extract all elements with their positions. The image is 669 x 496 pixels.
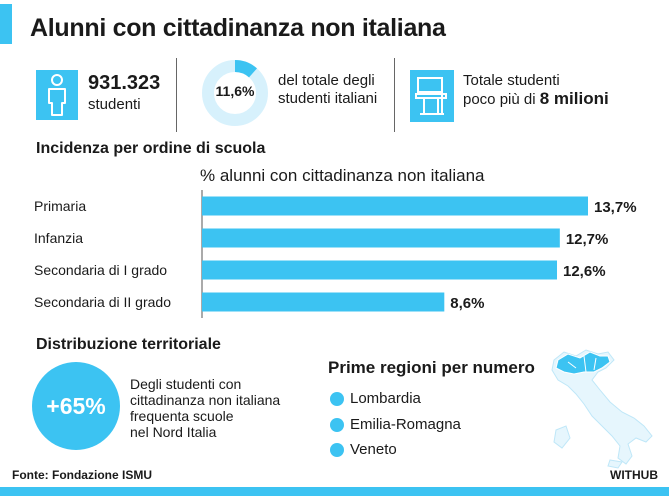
total-line: poco più di 8 milioni (463, 90, 609, 109)
regions-title: Prime regioni per numero (328, 358, 535, 377)
region-item: Lombardia (330, 390, 421, 407)
north-share-circle: +65% (32, 362, 120, 450)
section-incidence-heading: Incidenza per ordine di scuola (36, 140, 266, 157)
bar-value-label: 12,6% (563, 263, 606, 280)
kpi-separator (176, 58, 177, 132)
total-bold: 8 milioni (539, 89, 609, 108)
share-label-line: studenti italiani (278, 90, 378, 107)
bar-category-label: Infanzia (34, 230, 83, 246)
incidence-bar-chart: Primaria 13,7% Infanzia 12,7% Secondaria di … (34, 190, 637, 318)
person-icon (36, 70, 78, 120)
bar-value-label: 12,7% (566, 231, 609, 248)
kpi-row: 931.323 studenti 11,6% del totale degli … (0, 56, 669, 134)
bar-category-label: Secondaria di II grado (34, 294, 171, 310)
region-label: Lombardia (350, 390, 421, 407)
school-desk-icon (410, 70, 454, 122)
total-students-label: Totale studenti poco più di 8 milioni (463, 72, 609, 109)
desc-line: cittadinanza non italiana (130, 392, 281, 408)
region-item: Emilia-Romagna (330, 416, 461, 433)
region-dot-icon (330, 417, 344, 432)
bottom-accent-bar (0, 487, 669, 496)
bar-value-label: 8,6% (450, 295, 484, 312)
share-label-line: del totale degli (278, 72, 375, 89)
students-number: 931.323 (88, 72, 161, 94)
title-accent-bar (0, 4, 12, 44)
bar-value-label: 13,7% (594, 199, 637, 216)
region-item: Veneto (330, 441, 397, 458)
bar-category-label: Secondaria di I grado (34, 262, 167, 278)
page-title: Alunni con cittadinanza non italiana (30, 14, 446, 42)
students-label: studenti (88, 96, 141, 113)
desc-line: frequenta scuole (130, 408, 234, 424)
region-label: Emilia-Romagna (350, 416, 461, 433)
brand-logo: WITHUB (610, 468, 658, 482)
italy-map-icon (551, 349, 653, 469)
share-donut-arc (202, 60, 268, 126)
kpi-separator (394, 58, 395, 132)
source-note: Fonte: Fondazione ISMU (12, 468, 152, 482)
section-territory-heading: Distribuzione territoriale (36, 336, 221, 353)
bar (202, 196, 588, 216)
total-prefix: poco più di (463, 91, 536, 108)
bar-category-label: Primaria (34, 198, 86, 214)
desc-line: nel Nord Italia (130, 424, 217, 440)
region-dot-icon (330, 391, 344, 406)
chart-title: % alunni con cittadinanza non italiana (200, 166, 485, 185)
north-share-description: Degli studenti con cittadinanza non ital… (130, 376, 320, 440)
region-dot-icon (330, 442, 344, 457)
bar (202, 228, 560, 248)
desc-line: Degli studenti con (130, 376, 242, 392)
share-donut (202, 60, 268, 126)
share-value: 11,6% (215, 83, 255, 99)
share-label: del totale degli studenti italiani (278, 72, 377, 108)
bar (202, 292, 445, 312)
bar (202, 260, 558, 280)
total-line: Totale studenti (463, 72, 560, 89)
region-label: Veneto (350, 441, 397, 458)
